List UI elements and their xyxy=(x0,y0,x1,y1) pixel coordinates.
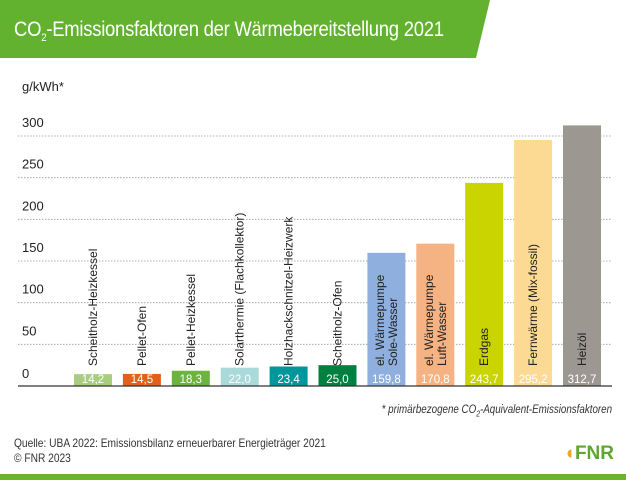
y-tick-label: 150 xyxy=(22,240,44,255)
data-label: 170,8 xyxy=(421,374,450,386)
category-label: Scheitholz-Ofen xyxy=(331,281,345,366)
data-label: 295,2 xyxy=(519,374,548,386)
bar xyxy=(318,365,357,386)
data-label: 22,0 xyxy=(229,374,251,386)
data-label: 14,5 xyxy=(131,374,153,386)
category-label: Pellet-Ofen xyxy=(135,306,149,366)
bar xyxy=(74,374,112,386)
bar xyxy=(465,182,504,386)
source-note: Quelle: UBA 2022: Emissionsbilanz erneue… xyxy=(14,436,326,466)
data-label: 23,4 xyxy=(277,374,300,386)
y-tick-label: 0 xyxy=(22,366,29,381)
y-tick-label: 250 xyxy=(22,157,44,172)
category-label: Luft-Wasser xyxy=(435,302,449,366)
source-text: Quelle: UBA 2022: Emissionsbilanz erneue… xyxy=(14,436,326,450)
data-label: 243,7 xyxy=(470,374,499,386)
bar xyxy=(416,243,455,386)
y-tick-label: 50 xyxy=(22,323,36,338)
copyright: © FNR 2023 xyxy=(14,451,71,465)
category-label: Heizöl xyxy=(575,333,589,366)
category-label: el. Wärmepumpe xyxy=(373,274,387,366)
y-tick-label: 300 xyxy=(22,115,44,130)
data-label: 312,7 xyxy=(568,374,597,386)
y-tick-label: 200 xyxy=(22,198,44,213)
bar xyxy=(563,125,601,387)
footnote: * primärbezogene CO2-Äquivalent-Emission… xyxy=(381,404,612,419)
category-label: Holzhackschnitzel-Heizwerk xyxy=(282,216,296,366)
chart-title: CO2-Emissionsfaktoren der Wärmebereitste… xyxy=(14,18,444,45)
fnr-logo: ◖FNR xyxy=(563,443,614,464)
category-label: Pellet-Heizkessel xyxy=(184,274,198,366)
bar xyxy=(220,367,259,386)
data-label: 159,8 xyxy=(372,374,401,386)
data-label: 14,2 xyxy=(82,374,104,386)
y-axis-unit: g/kWh* xyxy=(22,79,64,94)
bar xyxy=(514,140,553,386)
bar xyxy=(269,366,308,386)
category-label: Scheitholz-Heizkessel xyxy=(86,249,100,366)
data-label: 25,0 xyxy=(326,374,348,386)
category-label: Fernwärme (Mix-fossil) xyxy=(526,244,540,366)
category-label: Sole-Wasser xyxy=(386,298,400,366)
category-label: el. Wärmepumpe xyxy=(422,274,436,366)
title-banner xyxy=(0,0,490,58)
bar xyxy=(122,373,161,386)
bottom-bar xyxy=(0,474,626,480)
bar-chart: 0 50 100 150 200 250 300 14,2 Scheitholz-Heizkes… xyxy=(18,115,612,387)
bar xyxy=(171,370,210,386)
y-tick-label: 100 xyxy=(22,282,44,297)
data-label: 18,3 xyxy=(180,374,202,386)
category-label: Erdgas xyxy=(477,328,491,366)
category-label: Solarthermie (Flachkollektor) xyxy=(233,213,247,366)
bar xyxy=(367,252,406,386)
